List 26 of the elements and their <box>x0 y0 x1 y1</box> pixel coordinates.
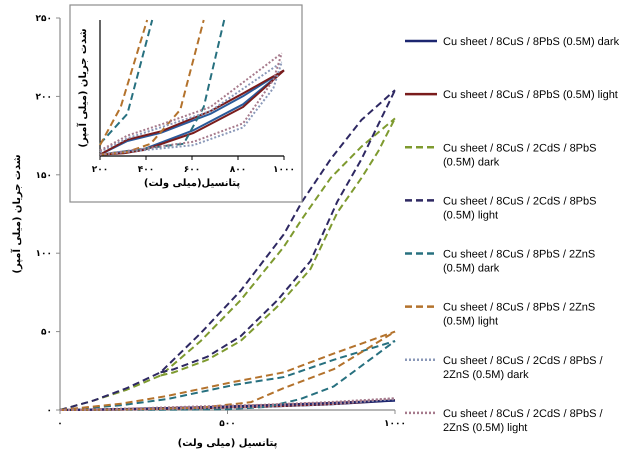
x-axis-title: پتانسیل (میلی ولت) <box>178 438 278 449</box>
x-tick-label: ۵۰۰ <box>219 419 236 429</box>
legend-label: Cu sheet / 8CuS / 2CdS / 8PbS (0.5M) light <box>443 195 596 222</box>
legend-label: Cu sheet / 8CuS / 8PbS (0.5M) dark <box>443 36 620 48</box>
x-tick-label: ۸۰۰ <box>230 165 246 175</box>
x-tick-label: ۰ <box>57 419 63 429</box>
legend-label: Cu sheet / 8CuS / 8PbS / 2ZnS (0.5M) dark <box>443 248 598 274</box>
x-tick-label: ۱۰۰۰ <box>384 419 406 429</box>
y-axis-title: شدت جریان (میلی آمپر) <box>76 28 89 148</box>
x-tick-label: ۶۰۰ <box>184 165 200 175</box>
y-tick-label: ۲۰۰ <box>36 92 52 102</box>
y-tick-label: ۰ <box>46 406 52 416</box>
y-axis-title: شدت جریان (میلی آمپر) <box>10 154 23 274</box>
legend-label: Cu sheet / 8CuS / 8PbS / 2ZnS (0.5M) light <box>443 302 598 328</box>
y-tick-label: ۲۵۰ <box>36 14 52 24</box>
legend-label: Cu sheet / 8CuS / 2CdS / 8PbS (0.5M) dark <box>443 142 596 168</box>
y-tick-label: ۱۰۰ <box>36 249 52 260</box>
legend-label: Cu sheet / 8CuS / 2CdS / 8PbS / 2ZnS (0.5M) light <box>443 408 604 434</box>
x-tick-label: ۱۰۰۰ <box>273 165 295 175</box>
y-tick-label: ۵۰ <box>41 328 52 338</box>
x-tick-label: ۲۰۰ <box>92 165 108 175</box>
y-tick-label: ۱۵۰ <box>36 170 52 181</box>
legend-label: Cu sheet / 8CuS / 8PbS (0.5M) light <box>443 89 618 102</box>
x-tick-label: ۴۰۰ <box>138 165 154 175</box>
x-axis-title: پتانسیل(میلی ولت) <box>144 178 240 189</box>
legend-label: Cu sheet / 8CuS / 2CdS / 8PbS / 2ZnS (0.5M) dark <box>443 354 604 381</box>
